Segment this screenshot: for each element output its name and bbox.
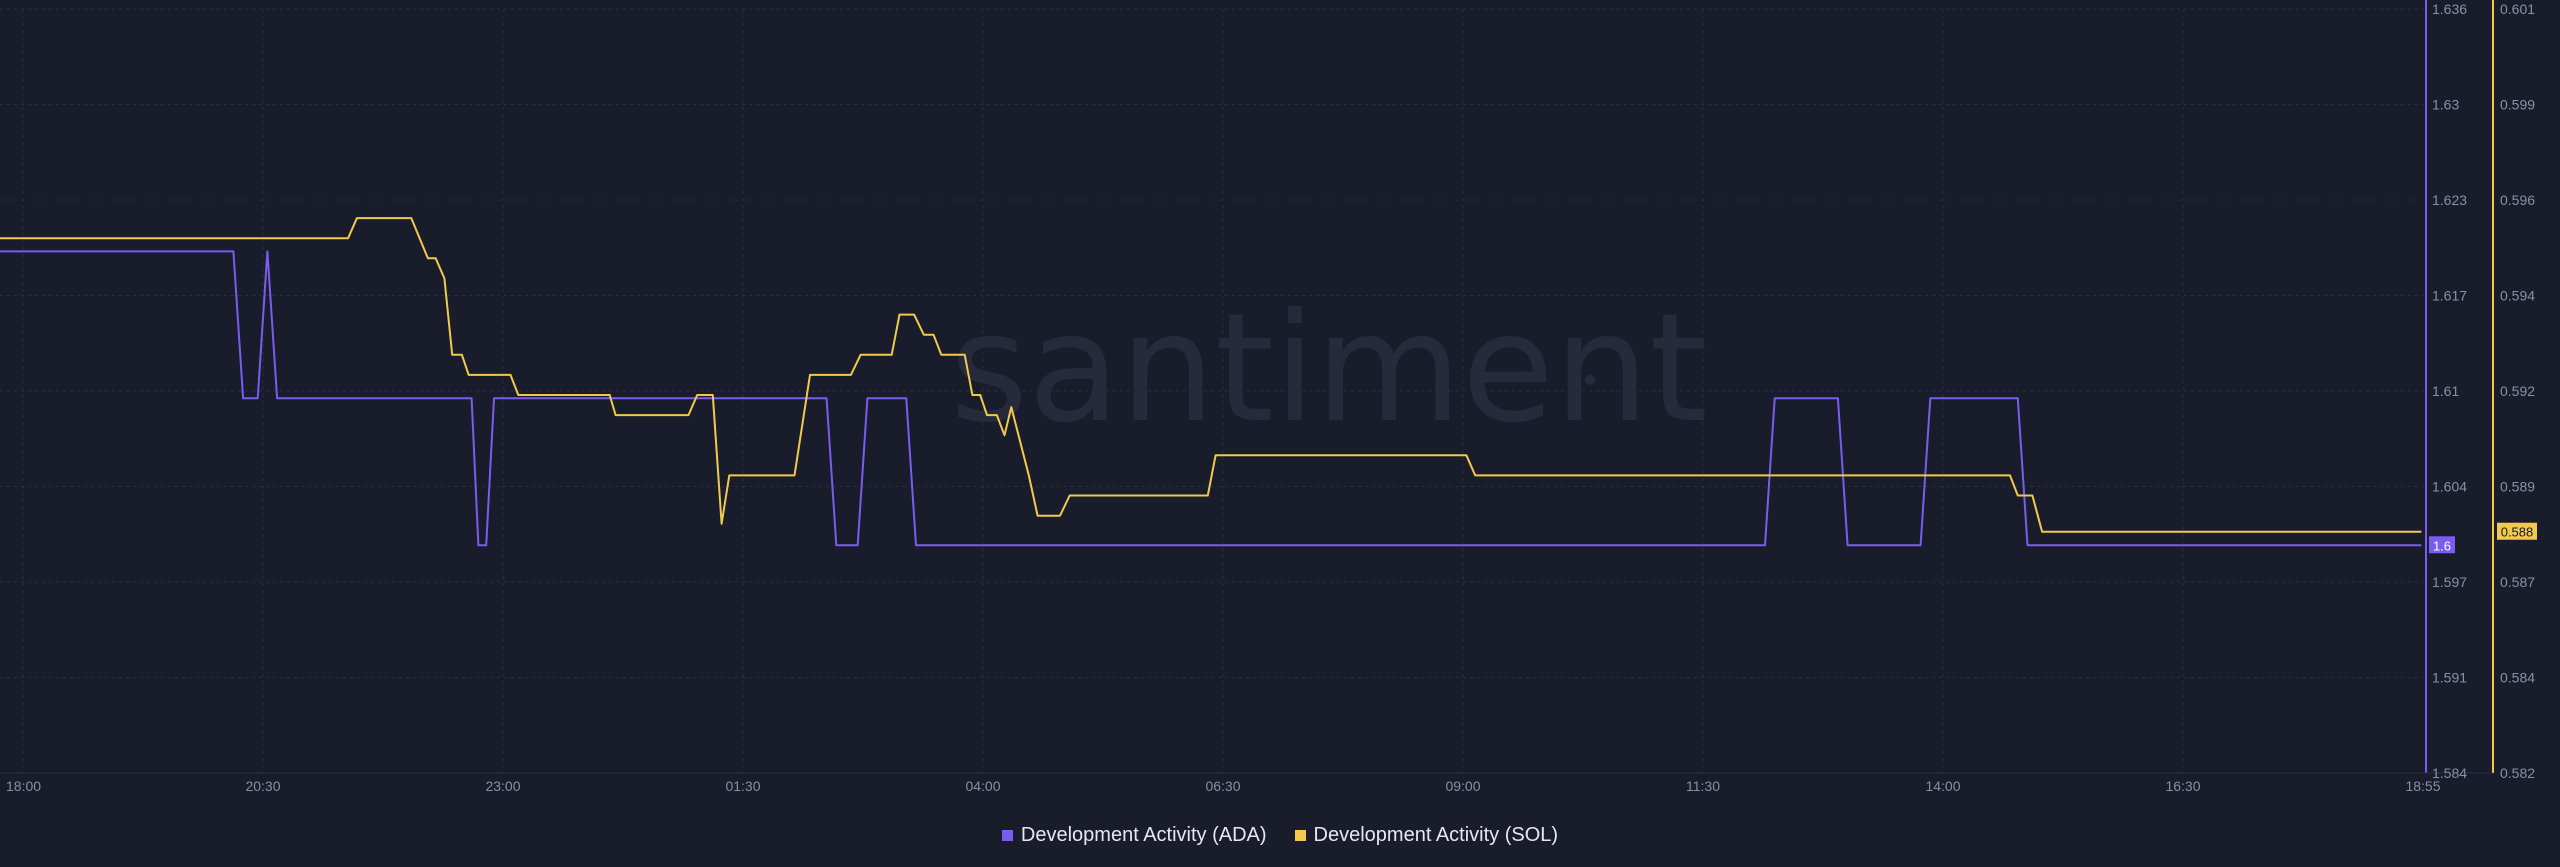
x-tick-label: 04:00 — [965, 778, 1000, 794]
y-right-tick-label: 0.596 — [2500, 192, 2535, 208]
y-left-tick-label: 1.63 — [2432, 97, 2459, 113]
sol-last-value-label: 0.588 — [2501, 525, 2534, 540]
y-left-tick-label: 1.584 — [2432, 765, 2467, 781]
y-right-tick-label: 0.584 — [2500, 670, 2535, 686]
gridlines — [0, 8, 2423, 774]
x-tick-label: 11:30 — [1686, 778, 1720, 794]
x-axis-ticks: 18:00 20:30 23:00 01:30 04:00 06:30 09:00 11:30… — [6, 778, 2441, 794]
y-axis-right-ticks: 0.601 0.599 0.596 0.594 0.592 0.589 0.587 0.584… — [2500, 1, 2535, 781]
y-right-tick-label: 0.592 — [2500, 383, 2535, 399]
y-right-tick-label: 0.587 — [2500, 574, 2535, 590]
y-right-tick-label: 0.582 — [2500, 765, 2535, 781]
y-left-tick-label: 1.597 — [2432, 574, 2467, 590]
legend-item-ada[interactable]: Development Activity (ADA) — [1001, 823, 1267, 847]
y-left-tick-label: 1.591 — [2432, 670, 2467, 686]
ada-last-value-label: 1.6 — [2433, 538, 2451, 553]
x-tick-label: 16:30 — [2165, 778, 2200, 794]
legend-swatch-ada — [1001, 829, 1013, 841]
chart-legend: Development Activity (ADA) Development A… — [0, 820, 2560, 850]
y-right-tick-label: 0.601 — [2500, 1, 2535, 17]
legend-label-sol: Development Activity (SOL) — [1313, 823, 1559, 846]
x-tick-label: 23:00 — [485, 778, 520, 794]
series-line-ada — [0, 250, 2422, 547]
x-tick-label: 01:30 — [725, 778, 760, 794]
watermark-dot — [1585, 375, 1595, 385]
last-value-badges: 1.6 0.588 — [2429, 522, 2537, 554]
sol-last-value-badge — [2497, 522, 2537, 540]
x-tick-label: 06:30 — [1205, 778, 1240, 794]
y-left-tick-label: 1.617 — [2432, 288, 2467, 304]
legend-item-sol[interactable]: Development Activity (SOL) — [1294, 823, 1559, 847]
ada-last-value-badge — [2429, 536, 2455, 554]
y-right-tick-label: 0.594 — [2500, 288, 2535, 304]
x-tick-label: 14:00 — [1925, 778, 1960, 794]
y-left-tick-label: 1.636 — [2432, 1, 2467, 17]
y-left-tick-label: 1.61 — [2432, 383, 2459, 399]
x-tick-label: 18:55 — [2405, 778, 2440, 794]
y-left-tick-label: 1.604 — [2432, 479, 2467, 495]
x-tick-label: 09:00 — [1445, 778, 1480, 794]
x-tick-label: 20:30 — [245, 778, 280, 794]
axes — [0, 0, 2494, 774]
y-right-tick-label: 0.599 — [2500, 97, 2535, 113]
watermark-text: santiment — [950, 282, 1708, 456]
series-layer — [0, 217, 2422, 547]
legend-label-ada: Development Activity (ADA) — [1020, 823, 1267, 846]
y-left-tick-label: 1.623 — [2432, 192, 2467, 208]
y-axis-left-ticks: 1.636 1.63 1.623 1.617 1.61 1.604 1.597 1.591 1.… — [2432, 1, 2467, 781]
series-line-sol — [0, 217, 2422, 533]
legend-swatch-sol — [1294, 829, 1306, 841]
x-tick-label: 18:00 — [6, 778, 41, 794]
y-right-tick-label: 0.589 — [2500, 479, 2535, 495]
